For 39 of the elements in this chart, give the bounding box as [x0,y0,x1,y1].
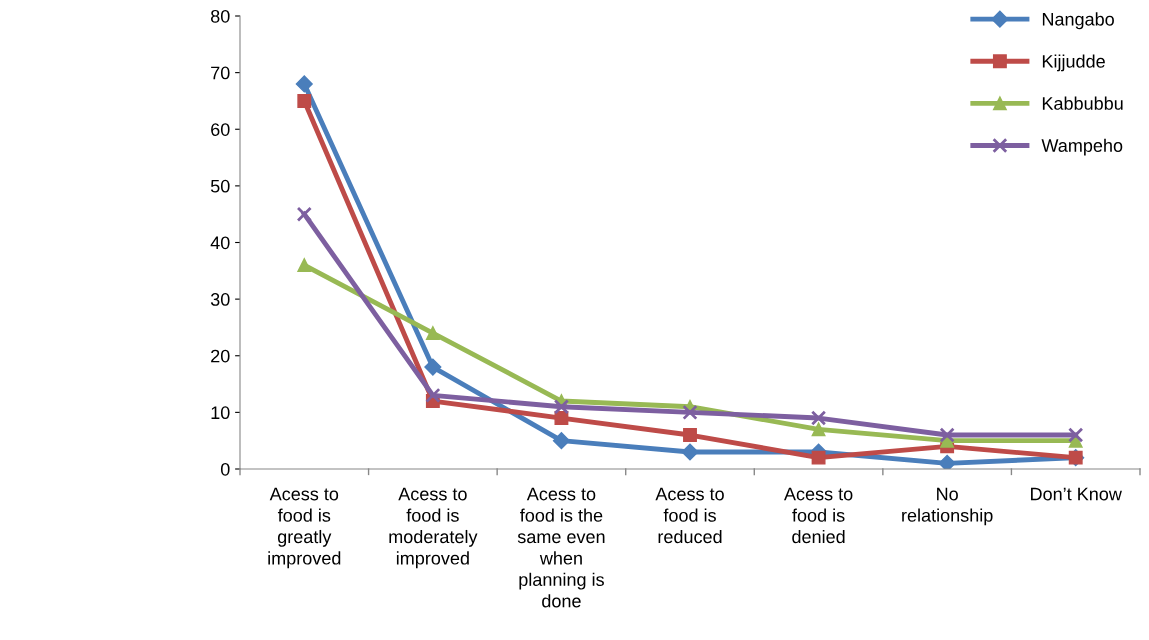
point [425,326,440,341]
point [683,428,697,442]
point [554,411,569,425]
y-tick-label: 30 [210,293,230,306]
y-tick-label: 40 [210,236,230,250]
legend-label: Kijjudde [1042,54,1105,72]
legend-label: Nangabo [1042,12,1114,30]
point [296,206,312,222]
point [425,387,441,404]
point [939,427,955,443]
point [1068,427,1084,443]
y-tick-label: 70 [211,66,230,80]
x-tick-label: No relationship [902,487,993,526]
y-tick-label: 50 [210,179,230,193]
legend-label: Wampeho [1041,138,1123,156]
point [424,358,442,376]
y-tick-label: 10 [211,406,230,420]
y-tick-label: 80 [210,9,230,23]
x-tick-label: Don’t Know [1031,487,1122,501]
legend-label: Kabbubbu [1042,96,1123,110]
point [552,432,570,450]
x-tick-label: Acess to food is the same even when planning is done [517,487,605,608]
point [810,410,827,426]
x-tick-label: Acess to food is denied [783,487,853,544]
point [297,258,312,273]
x-tick-label: Acess to food is greatly improved [268,487,341,569]
point [553,399,570,415]
y-tick-label: 20 [211,349,230,363]
point [811,422,826,437]
x-tick-label: Acess to food is reduced [655,487,724,544]
point [938,454,956,469]
point [811,450,826,465]
y-tick-label: 0 [220,462,230,476]
point [297,93,312,108]
point [681,443,699,461]
x-tick-label: Acess to food is moderately improved [389,487,478,569]
point [295,75,313,93]
y-tick-label: 60 [211,123,230,136]
point [682,404,698,421]
